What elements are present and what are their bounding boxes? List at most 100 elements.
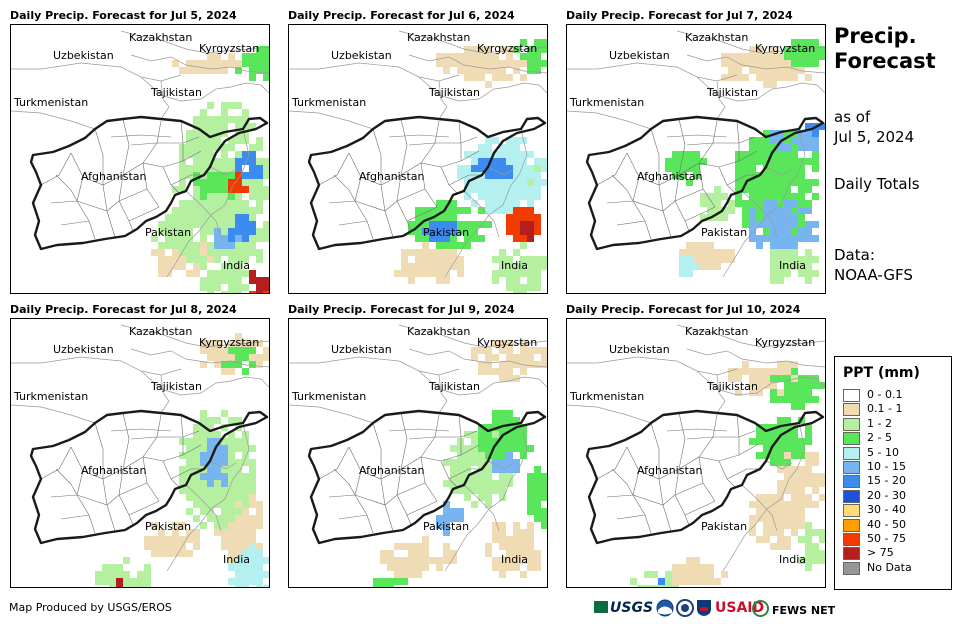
precip-cell xyxy=(200,123,207,130)
precip-cell xyxy=(805,179,812,186)
precip-cell xyxy=(791,501,798,508)
panel-title: Daily Precip. Forecast for Jul 10, 2024 xyxy=(566,303,801,316)
precip-cell xyxy=(777,263,784,270)
precip-cell xyxy=(221,494,228,501)
precip-cell xyxy=(791,172,798,179)
precip-cell xyxy=(812,473,819,480)
precip-cell xyxy=(506,536,513,543)
precip-cell xyxy=(784,487,791,494)
precip-cell xyxy=(756,179,763,186)
precip-cell xyxy=(534,515,541,522)
precip-cell xyxy=(235,494,242,501)
precip-cell xyxy=(756,46,763,53)
precip-cell xyxy=(485,347,492,354)
precip-cell xyxy=(499,375,506,382)
precip-cell xyxy=(200,459,207,466)
precip-cell xyxy=(819,529,825,536)
precip-cell xyxy=(249,571,256,578)
country-border xyxy=(438,374,448,414)
precip-grid xyxy=(665,39,825,284)
precip-cell xyxy=(242,256,249,263)
precip-cell xyxy=(214,144,221,151)
province-boundary xyxy=(128,206,160,222)
precip-cell xyxy=(200,431,207,438)
precip-cell xyxy=(471,46,478,53)
precip-cell xyxy=(763,431,770,438)
precip-cell xyxy=(693,172,700,179)
precip-cell xyxy=(179,256,186,263)
precip-cell xyxy=(812,270,819,277)
precip-cell xyxy=(235,466,242,473)
precip-cell xyxy=(478,179,485,186)
precip-cell xyxy=(770,214,777,221)
province-boundary xyxy=(420,414,440,458)
precip-cell xyxy=(242,221,249,228)
province-boundary xyxy=(388,134,450,138)
precip-cell xyxy=(777,417,784,424)
precip-cell xyxy=(506,277,513,284)
precip-cell xyxy=(186,60,193,67)
precip-cell xyxy=(186,67,193,74)
precip-cell xyxy=(770,445,777,452)
precip-cell xyxy=(179,151,186,158)
precip-cell xyxy=(172,221,179,228)
precip-cell xyxy=(228,557,235,564)
precip-cell xyxy=(513,550,520,557)
precip-cell xyxy=(172,550,179,557)
precip-cell xyxy=(819,536,825,543)
precip-cell xyxy=(193,151,200,158)
precip-cell xyxy=(207,431,214,438)
precip-cell xyxy=(228,347,235,354)
precip-cell xyxy=(693,256,700,263)
precip-cell xyxy=(436,256,443,263)
precip-cell xyxy=(784,396,791,403)
precip-cell xyxy=(235,151,242,158)
precip-cell xyxy=(228,340,235,347)
precip-cell xyxy=(534,466,541,473)
precip-cell xyxy=(408,277,415,284)
precip-cell xyxy=(777,256,784,263)
province-boundary xyxy=(658,478,672,532)
precip-cell xyxy=(506,431,513,438)
precip-cell xyxy=(749,158,756,165)
usaid-logo-text: USAID xyxy=(715,600,765,616)
province-boundary xyxy=(626,150,758,186)
precip-cell xyxy=(478,165,485,172)
precip-cell xyxy=(263,74,269,81)
precip-cell xyxy=(513,179,520,186)
precip-cell xyxy=(436,200,443,207)
precip-cell xyxy=(770,270,777,277)
precip-cell xyxy=(408,543,415,550)
precip-cell xyxy=(387,557,394,564)
precip-cell xyxy=(777,368,784,375)
precip-cell xyxy=(422,564,429,571)
precip-cell xyxy=(527,480,534,487)
precip-cell xyxy=(763,172,770,179)
precip-cell xyxy=(193,60,200,67)
forecast-panel-jul7: Daily Precip. Forecast for Jul 7, 2024 K… xyxy=(566,9,828,294)
precip-cell xyxy=(812,165,819,172)
precip-cell xyxy=(221,221,228,228)
precip-cell xyxy=(415,207,422,214)
precip-cell xyxy=(165,543,172,550)
precip-cell xyxy=(221,263,228,270)
precip-cell xyxy=(686,179,693,186)
precip-cell xyxy=(714,193,721,200)
precip-cell xyxy=(812,487,819,494)
panel-title: Daily Precip. Forecast for Jul 5, 2024 xyxy=(10,9,237,22)
precip-cell xyxy=(464,459,471,466)
precip-cell xyxy=(450,508,457,515)
precip-cell xyxy=(721,74,728,81)
precip-cell xyxy=(471,228,478,235)
precip-cell xyxy=(221,67,228,74)
precip-cell xyxy=(819,53,825,60)
precip-cell xyxy=(256,543,263,550)
precip-cell xyxy=(228,543,235,550)
precip-cell xyxy=(770,508,777,515)
precip-cell xyxy=(520,207,527,214)
precip-cell xyxy=(485,550,492,557)
precip-cell xyxy=(200,347,207,354)
precip-cell xyxy=(763,179,770,186)
precip-cell xyxy=(450,60,457,67)
precip-cell xyxy=(707,200,714,207)
